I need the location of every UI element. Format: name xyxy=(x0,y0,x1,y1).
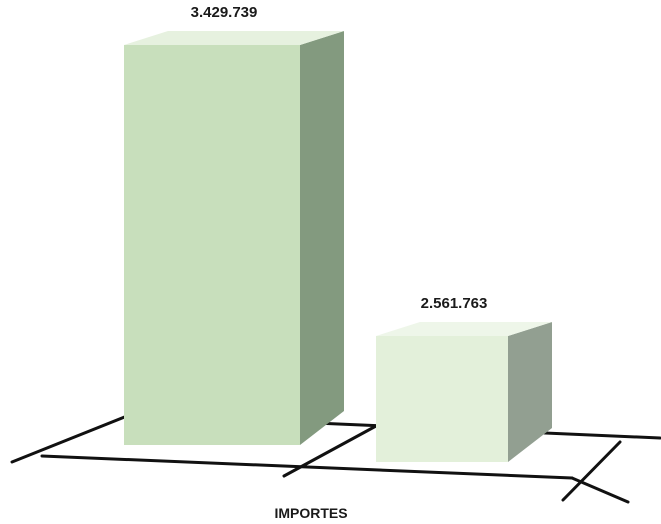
chart-floor xyxy=(10,412,661,504)
bar-top-face xyxy=(124,31,344,45)
bar-side-face xyxy=(300,31,344,445)
floor-front-extension xyxy=(570,476,630,504)
bar-front-face xyxy=(124,45,300,445)
data-label-1: 3.429.739 xyxy=(191,4,258,21)
bar-top-face xyxy=(376,322,552,336)
floor-divider xyxy=(282,424,378,478)
x-axis-label: IMPORTES xyxy=(274,505,347,521)
bar-front-face xyxy=(376,336,508,462)
floor-right-edge xyxy=(561,440,622,502)
data-label-2: 2.561.763 xyxy=(421,295,488,312)
bars-group xyxy=(124,31,552,462)
bar-2 xyxy=(376,322,552,462)
bar-1 xyxy=(124,31,344,445)
floor-left-edge xyxy=(10,412,134,464)
data-labels-group: 3.429.739 2.561.763 xyxy=(191,4,488,312)
floor-front-edge xyxy=(40,454,574,480)
bar-side-face xyxy=(508,322,552,462)
